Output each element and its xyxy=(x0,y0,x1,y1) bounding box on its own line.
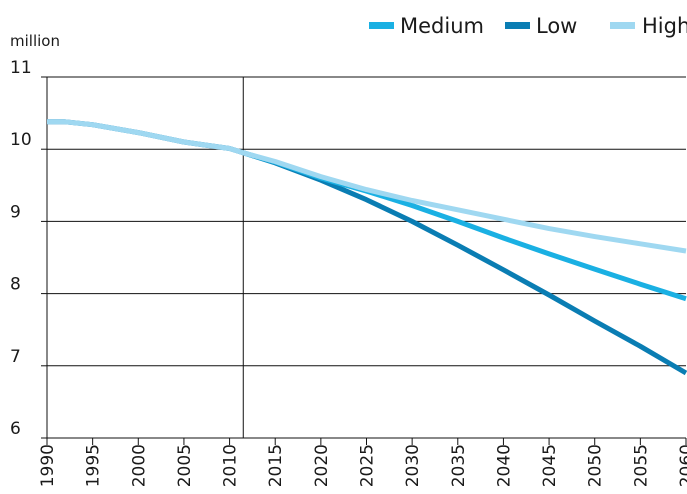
x-tick-label: 2045 xyxy=(540,444,560,487)
x-tick-label: 2015 xyxy=(266,444,286,487)
y-axis-unit-label: million xyxy=(10,32,60,50)
legend-swatch-medium xyxy=(369,22,394,29)
x-tick-label: 2005 xyxy=(175,444,195,487)
legend-label-low: Low xyxy=(536,14,577,38)
x-tick-label: 2010 xyxy=(221,444,241,487)
legend-swatch-low xyxy=(505,22,530,29)
series-line-low xyxy=(47,119,687,376)
x-tick-label: 2035 xyxy=(449,444,469,487)
y-tick-label: 10 xyxy=(10,130,32,150)
x-tick-label: 2040 xyxy=(494,444,514,487)
series-line-high xyxy=(47,119,687,254)
legend-label-high: High xyxy=(642,14,687,38)
y-tick-label: 11 xyxy=(10,58,32,78)
x-tick-label: 2055 xyxy=(631,444,651,487)
x-tick-label: 2025 xyxy=(358,444,378,487)
gridlines xyxy=(47,76,686,439)
x-tick-label: 1990 xyxy=(38,444,58,487)
legend-label-medium: Medium xyxy=(400,14,484,38)
legend-swatch-high xyxy=(610,22,635,29)
y-tick-label: 9 xyxy=(10,202,21,222)
y-axis: 6 7 8 9 10 11 xyxy=(10,58,47,439)
x-tick-label: 2050 xyxy=(586,444,606,487)
x-tick-label: 2020 xyxy=(312,444,332,487)
x-tick-label: 2030 xyxy=(403,444,423,487)
series-layer xyxy=(47,119,687,376)
plot-frame xyxy=(46,77,244,438)
y-tick-label: 7 xyxy=(10,347,21,367)
x-tick-label: 2060 xyxy=(677,444,687,487)
y-tick-label: 8 xyxy=(10,275,21,295)
legend: Medium Low High xyxy=(369,14,687,38)
x-tick-label: 2000 xyxy=(129,444,149,487)
x-tick-label: 1995 xyxy=(84,444,104,487)
x-axis: 1990 1995 2000 2005 2010 2015 2020 2025 2030 2035… xyxy=(38,438,687,487)
y-tick-label: 6 xyxy=(10,419,21,439)
